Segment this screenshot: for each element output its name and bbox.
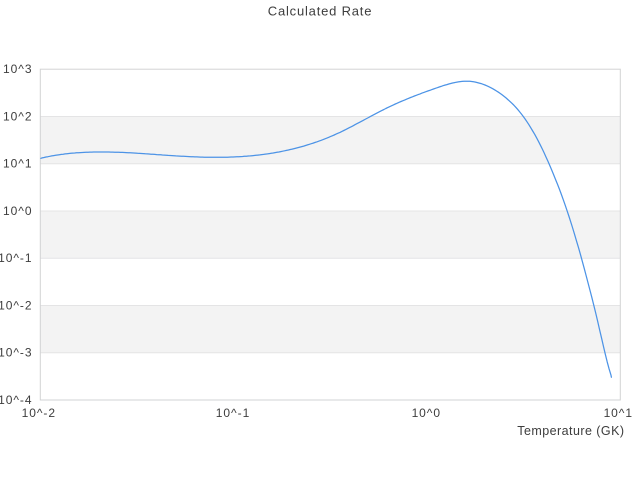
- svg-text:10^-1: 10^-1: [0, 251, 33, 265]
- svg-text:10^3: 10^3: [3, 62, 32, 76]
- svg-text:Temperature (GK): Temperature (GK): [517, 424, 624, 438]
- svg-text:10^-4: 10^-4: [0, 393, 33, 407]
- svg-text:10^-3: 10^-3: [0, 346, 33, 360]
- svg-text:10^1: 10^1: [3, 157, 32, 171]
- svg-text:10^-1: 10^-1: [216, 406, 250, 420]
- svg-text:10^2: 10^2: [3, 110, 32, 124]
- svg-text:10^-2: 10^-2: [0, 299, 33, 313]
- svg-text:10^1: 10^1: [604, 406, 633, 420]
- svg-text:Calculated Rate: Calculated Rate: [268, 4, 373, 19]
- svg-text:10^-2: 10^-2: [22, 406, 56, 420]
- svg-text:10^0: 10^0: [412, 406, 441, 420]
- svg-text:10^0: 10^0: [3, 204, 32, 218]
